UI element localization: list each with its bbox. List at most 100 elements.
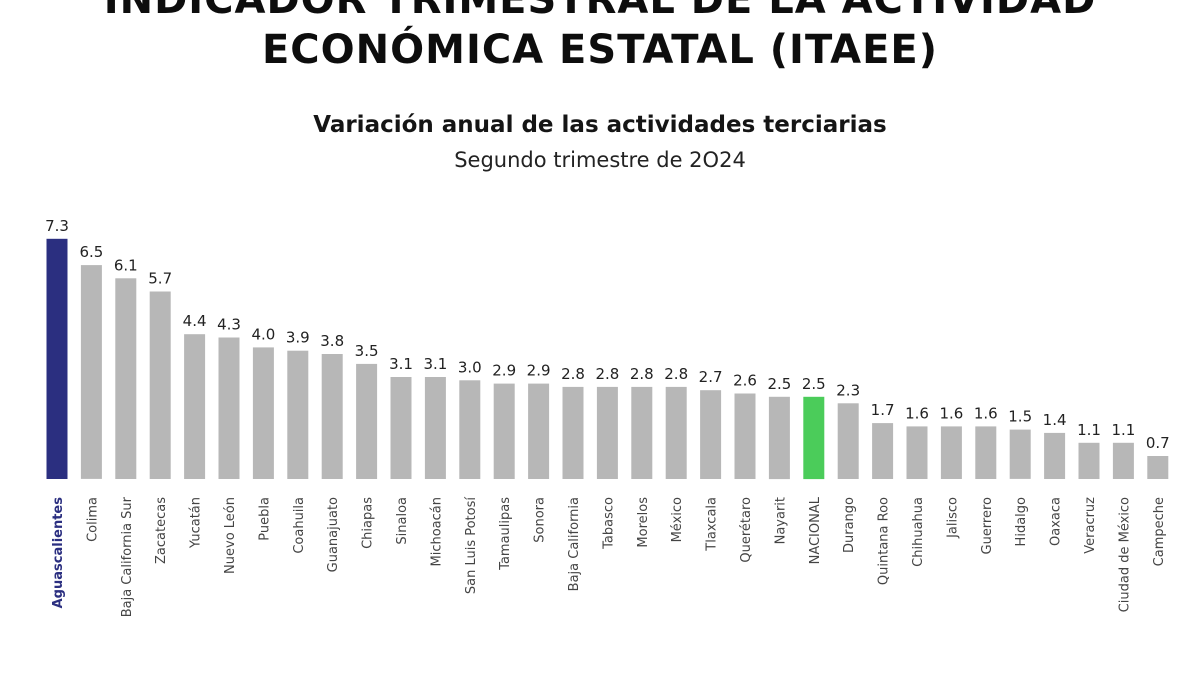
bar-veracruz bbox=[1078, 442, 1100, 479]
category-label: Sonora bbox=[533, 497, 548, 543]
value-label: 3.5 bbox=[355, 342, 379, 360]
category-label: Querétaro bbox=[739, 497, 754, 563]
value-label: 4.4 bbox=[183, 312, 207, 330]
bar-durango bbox=[837, 403, 859, 479]
value-label: 3.8 bbox=[320, 332, 344, 350]
value-label: 2.9 bbox=[492, 362, 516, 380]
bar-yucatán bbox=[184, 334, 206, 479]
value-label: 7.3 bbox=[45, 217, 69, 235]
value-label: 6.5 bbox=[79, 243, 103, 261]
category-label: Chiapas bbox=[361, 497, 376, 549]
main-title-line-1: INDICADOR TRIMESTRAL DE LA ACTIVIDAD bbox=[103, 0, 1097, 23]
bar-guanajuato bbox=[321, 354, 343, 479]
bar-nayarit bbox=[768, 396, 790, 480]
chart-period: Segundo trimestre de 2O24 bbox=[454, 148, 746, 172]
category-label: Jalisco bbox=[945, 497, 960, 539]
value-label: 2.8 bbox=[664, 365, 688, 383]
bar-chiapas bbox=[356, 363, 378, 479]
bar-colima bbox=[80, 265, 102, 479]
bar-sinaloa bbox=[390, 377, 412, 479]
bar-nuevo-león bbox=[218, 337, 240, 479]
value-label: 1.1 bbox=[1077, 421, 1101, 439]
category-label: Quintana Roo bbox=[877, 497, 892, 585]
value-label: 2.3 bbox=[836, 381, 860, 399]
value-label: 2.5 bbox=[802, 375, 826, 393]
category-label: Puebla bbox=[257, 497, 272, 541]
category-label: Nayarit bbox=[773, 497, 788, 544]
category-label: Michoacán bbox=[429, 497, 444, 567]
value-label: 2.5 bbox=[767, 375, 791, 393]
category-label: Durango bbox=[842, 497, 857, 553]
value-label: 1.6 bbox=[905, 404, 929, 422]
category-label: Sinaloa bbox=[395, 497, 410, 545]
bar-quintana-roo bbox=[872, 423, 894, 479]
value-label: 1.7 bbox=[871, 401, 895, 419]
main-title-line-2: ECONÓMICA ESTATAL (ITAEE) bbox=[261, 27, 939, 73]
value-label: 3.0 bbox=[458, 358, 482, 376]
bar-baja-california-sur bbox=[115, 278, 137, 479]
bar-chihuahua bbox=[906, 426, 928, 479]
value-label: 1.6 bbox=[974, 404, 998, 422]
bar-tamaulipas bbox=[493, 383, 515, 479]
value-label: 4.3 bbox=[217, 316, 241, 334]
bar-zacatecas bbox=[149, 291, 171, 479]
category-label: San Luis Potosí bbox=[464, 497, 479, 595]
category-label: Tabasco bbox=[601, 497, 616, 550]
category-label: Baja California bbox=[567, 497, 582, 591]
value-label: 3.1 bbox=[423, 355, 447, 373]
bar-aguascalientes bbox=[46, 238, 68, 479]
bar-morelos bbox=[631, 386, 653, 479]
bar-nacional bbox=[803, 396, 825, 480]
category-label: NACIONAL bbox=[808, 496, 823, 564]
value-label: 0.7 bbox=[1146, 434, 1170, 452]
category-label: Chihuahua bbox=[911, 497, 926, 567]
category-label: Tamaulipas bbox=[498, 497, 513, 571]
bar-querétaro bbox=[734, 393, 756, 479]
bar-tlaxcala bbox=[700, 390, 722, 479]
bar-guerrero bbox=[975, 426, 997, 479]
bar-ciudad-de-méxico bbox=[1112, 442, 1134, 479]
bar-hidalgo bbox=[1009, 429, 1031, 479]
bar-sonora bbox=[528, 383, 550, 479]
value-label: 2.6 bbox=[733, 372, 757, 390]
value-label: 6.1 bbox=[114, 256, 138, 274]
category-label: Coahuila bbox=[292, 497, 307, 554]
category-label: Oaxaca bbox=[1049, 497, 1064, 546]
category-label: Baja California Sur bbox=[120, 496, 135, 617]
value-label: 2.8 bbox=[595, 365, 619, 383]
value-label: 1.5 bbox=[1008, 408, 1032, 426]
category-label: Ciudad de México bbox=[1117, 497, 1132, 612]
bar-michoacán bbox=[424, 377, 446, 479]
category-label: Nuevo León bbox=[223, 497, 238, 574]
value-label: 1.1 bbox=[1111, 421, 1135, 439]
category-label: Zacatecas bbox=[154, 497, 169, 564]
value-label: 4.0 bbox=[251, 325, 275, 343]
bar-oaxaca bbox=[1044, 432, 1066, 479]
value-label: 3.1 bbox=[389, 355, 413, 373]
category-label: Campeche bbox=[1152, 497, 1167, 566]
value-label: 3.9 bbox=[286, 329, 310, 347]
category-label: Guerrero bbox=[980, 497, 995, 555]
value-label: 2.9 bbox=[527, 362, 551, 380]
bar-tabasco bbox=[596, 386, 618, 479]
bar-puebla bbox=[252, 347, 274, 479]
bar-jalisco bbox=[940, 426, 962, 479]
category-label: Tlaxcala bbox=[705, 497, 720, 552]
category-label: México bbox=[670, 497, 685, 542]
category-label: Veracruz bbox=[1083, 497, 1098, 554]
value-label: 1.6 bbox=[939, 404, 963, 422]
chart-subtitle: Variación anual de las actividades terci… bbox=[313, 112, 887, 138]
category-label: Morelos bbox=[636, 497, 651, 548]
value-label: 2.8 bbox=[630, 365, 654, 383]
value-label: 5.7 bbox=[148, 270, 172, 288]
category-label: Guanajuato bbox=[326, 497, 341, 572]
bar-campeche bbox=[1147, 456, 1169, 479]
bar-san-luis-potosí bbox=[459, 380, 481, 479]
value-label: 1.4 bbox=[1043, 411, 1067, 429]
category-label: Colima bbox=[85, 497, 100, 542]
bar-coahuila bbox=[287, 350, 309, 479]
bar-baja-california bbox=[562, 386, 584, 479]
category-label: Aguascalientes bbox=[51, 497, 66, 609]
bar-méxico bbox=[665, 386, 687, 479]
value-label: 2.8 bbox=[561, 365, 585, 383]
